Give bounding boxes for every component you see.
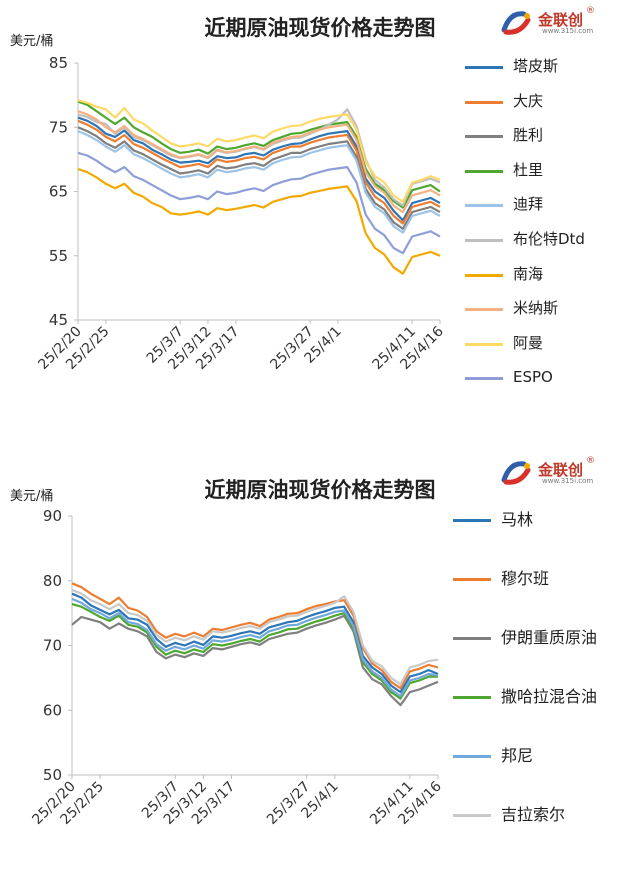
series-line-1 (77, 116, 441, 222)
legend-item: 撒哈拉混合油 (453, 685, 633, 709)
series-line-2 (77, 119, 441, 225)
series-line-10 (77, 151, 441, 255)
logo-mark-icon (501, 461, 531, 485)
series-line-4 (71, 603, 438, 700)
series-line-3 (77, 126, 441, 230)
legend-swatch (465, 308, 503, 312)
series-line-9 (77, 99, 441, 203)
legend-label: 马林 (501, 510, 534, 529)
legend-swatch (465, 100, 503, 104)
y-tick-label: 85 (49, 54, 68, 72)
series-line-5 (77, 130, 441, 234)
y-tick-label: 55 (49, 247, 68, 265)
y-axis-unit: 美元/桶 (10, 34, 54, 49)
legend-item: 伊朗重质原油 (453, 626, 633, 650)
legend-item: 吉拉索尔 (453, 803, 633, 827)
series-line-1 (71, 592, 439, 694)
legend-label: 撒哈拉混合油 (501, 687, 598, 706)
logo-registered: ® (586, 456, 595, 466)
y-tick-label: 50 (43, 766, 62, 784)
legend-label: 南海 (513, 264, 544, 283)
legend-swatch (465, 377, 503, 381)
legend-label: 杜里 (513, 160, 544, 179)
legend-swatch (465, 342, 503, 346)
logo-name: 金联创 (538, 461, 584, 479)
legend-label: 阿曼 (513, 333, 544, 352)
series-line-7 (77, 167, 441, 275)
legend-item: 布伦特Dtd (465, 228, 640, 250)
legend-swatch (465, 239, 503, 242)
y-tick-label: 65 (49, 183, 68, 201)
legend-label: 邦尼 (501, 746, 534, 765)
legend-label: 米纳斯 (513, 299, 559, 318)
legend-swatch (453, 814, 491, 817)
legend-swatch (465, 135, 503, 139)
legend-label: 伊朗重质原油 (501, 628, 598, 647)
legend-label: 布伦特Dtd (513, 230, 585, 248)
series-line-6 (71, 588, 439, 686)
legend-swatch (453, 519, 491, 522)
series-line-4 (77, 100, 441, 209)
y-tick-label: 80 (43, 572, 62, 590)
y-tick-label: 60 (43, 701, 62, 719)
legend-item: ESPO (465, 366, 640, 388)
legend-item: 邦尼 (453, 744, 633, 768)
legend-item: 阿曼 (465, 332, 640, 354)
legend-item: 迪拜 (465, 193, 640, 215)
legend-item: 穆尔班 (453, 567, 633, 591)
logo: 金联创 ® www.315i.com (500, 6, 615, 38)
legend-label: 大庆 (513, 91, 544, 110)
logo-url: www.315i.com (542, 27, 594, 35)
legend-label: ESPO (513, 368, 553, 387)
legend-item: 大庆 (465, 90, 640, 112)
y-tick-label: 90 (43, 507, 62, 525)
y-tick-label: 70 (43, 637, 62, 655)
series-line-5 (71, 597, 439, 698)
legend-item: 南海 (465, 263, 640, 285)
legend-item: 胜利 (465, 124, 640, 146)
legend-swatch (465, 273, 503, 277)
legend-label: 吉拉索尔 (501, 805, 566, 824)
legend-swatch (453, 696, 491, 699)
legend-item: 塔皮斯 (465, 55, 640, 77)
legend-swatch (465, 204, 503, 208)
logo-mark-icon (501, 11, 531, 35)
legend-label: 胜利 (513, 126, 544, 145)
legend-item: 米纳斯 (465, 297, 640, 319)
legend-item: 杜里 (465, 159, 640, 181)
legend-swatch (453, 578, 491, 581)
chart-title: 近期原油现货价格走势图 (204, 478, 436, 502)
chart-title: 近期原油现货价格走势图 (204, 16, 436, 40)
legend-label: 迪拜 (513, 195, 544, 214)
logo-registered: ® (586, 6, 595, 16)
logo: 金联创 ® www.315i.com (500, 456, 615, 488)
legend-swatch (453, 755, 491, 758)
y-tick-label: 75 (49, 118, 68, 136)
legend-label: 穆尔班 (501, 569, 550, 588)
logo-url: www.315i.com (542, 477, 594, 485)
legend-swatch (453, 637, 491, 640)
legend-item: 马林 (453, 508, 633, 532)
y-axis-unit: 美元/桶 (10, 489, 54, 504)
logo-name: 金联创 (538, 11, 584, 29)
legend-swatch (465, 66, 503, 69)
y-tick-label: 45 (49, 311, 68, 329)
chart-panel-2: 近期原油现货价格走势图 美元/桶 金联创 ® www.315i.com 50 60… (0, 450, 640, 879)
legend-label: 塔皮斯 (513, 57, 559, 75)
legend-swatch (465, 169, 503, 173)
series-line-3 (71, 614, 439, 707)
chart-panel-1: 近期原油现货价格走势图 美元/桶 金联创 ® www.315i.com 45 55… (10, 6, 640, 388)
series-line-2 (71, 582, 439, 690)
series-line-8 (77, 110, 441, 214)
